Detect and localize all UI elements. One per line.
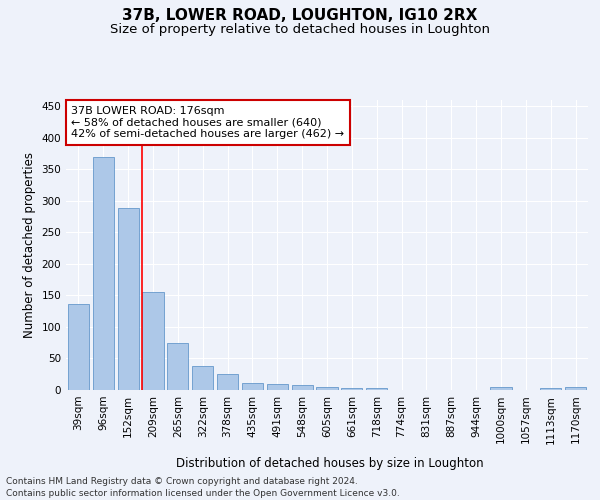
Text: Size of property relative to detached houses in Loughton: Size of property relative to detached ho… <box>110 22 490 36</box>
Bar <box>217 374 238 390</box>
Bar <box>490 388 512 390</box>
Bar <box>93 156 114 390</box>
Text: 37B LOWER ROAD: 176sqm
← 58% of detached houses are smaller (640)
42% of semi-de: 37B LOWER ROAD: 176sqm ← 58% of detached… <box>71 106 344 139</box>
Bar <box>540 388 561 390</box>
Bar <box>68 304 89 390</box>
Bar <box>142 292 164 390</box>
Bar <box>316 388 338 390</box>
Bar <box>341 388 362 390</box>
Bar <box>565 388 586 390</box>
Bar <box>118 208 139 390</box>
Bar <box>242 383 263 390</box>
Bar <box>267 384 288 390</box>
Text: 37B, LOWER ROAD, LOUGHTON, IG10 2RX: 37B, LOWER ROAD, LOUGHTON, IG10 2RX <box>122 8 478 22</box>
Bar <box>167 344 188 390</box>
Text: Distribution of detached houses by size in Loughton: Distribution of detached houses by size … <box>176 458 484 470</box>
Bar <box>192 366 213 390</box>
Bar <box>292 385 313 390</box>
Text: Contains public sector information licensed under the Open Government Licence v3: Contains public sector information licen… <box>6 489 400 498</box>
Bar <box>366 388 387 390</box>
Y-axis label: Number of detached properties: Number of detached properties <box>23 152 36 338</box>
Text: Contains HM Land Registry data © Crown copyright and database right 2024.: Contains HM Land Registry data © Crown c… <box>6 478 358 486</box>
